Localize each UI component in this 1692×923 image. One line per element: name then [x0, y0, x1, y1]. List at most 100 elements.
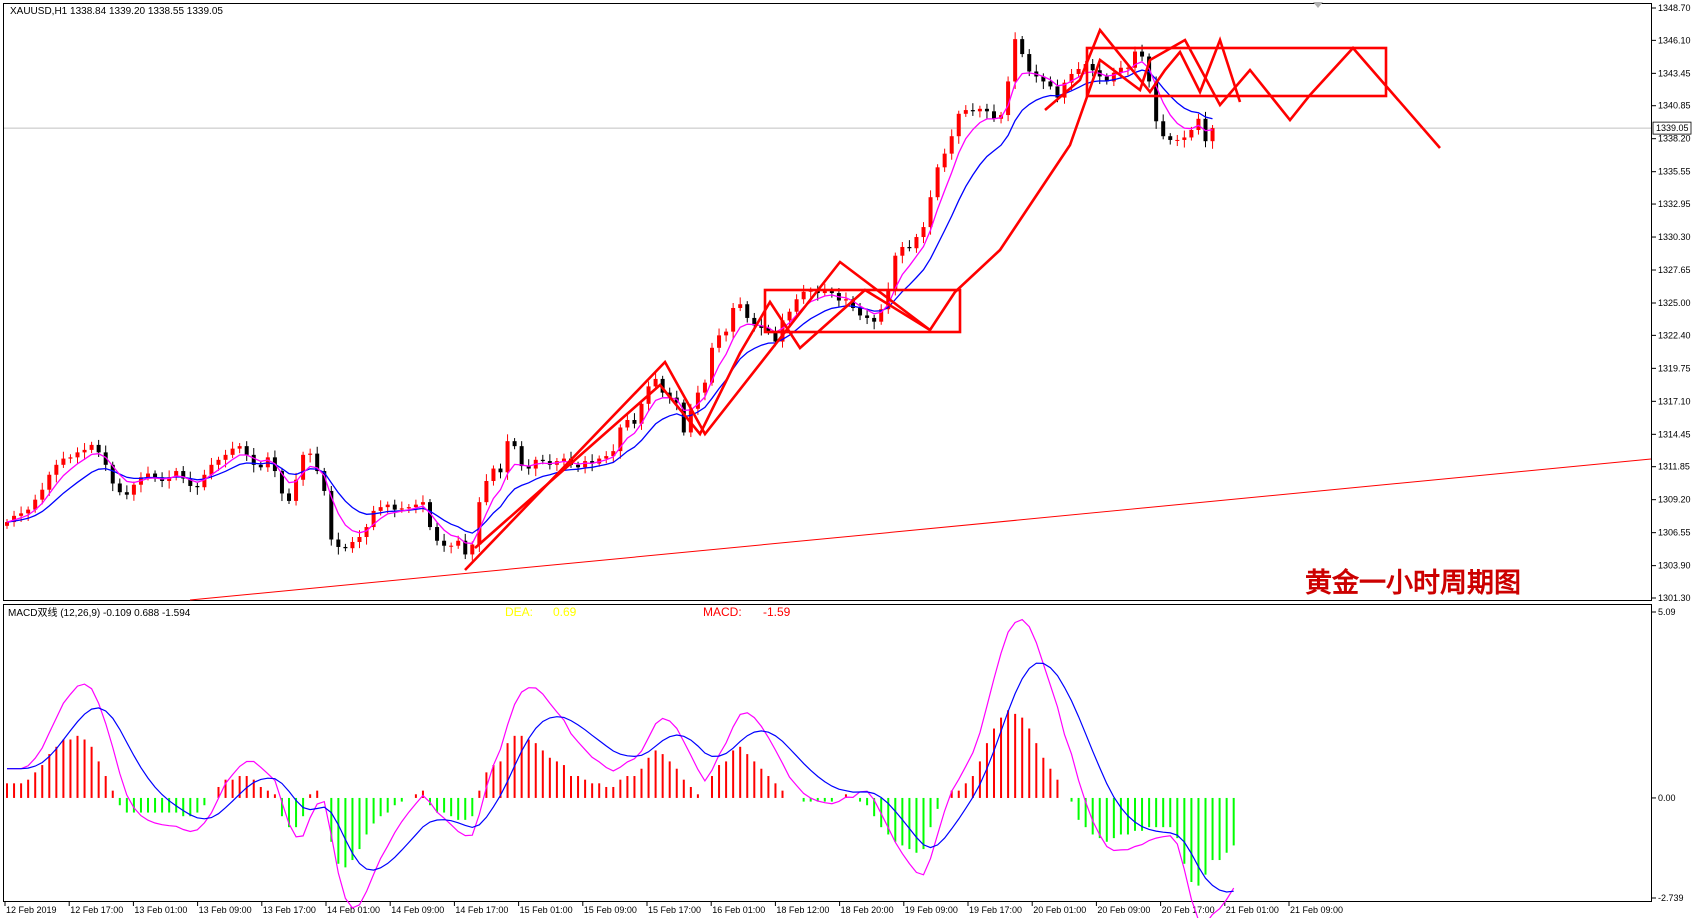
macd-indicator-title: MACD双线 (12,26,9) -0.109 0.688 -1.594 — [8, 606, 191, 619]
candle-body-down — [343, 546, 348, 549]
candle-body-up — [131, 484, 136, 495]
candle-body-down — [279, 471, 284, 494]
time-tick-label: 15 Feb 17:00 — [648, 905, 701, 915]
candle-body-down — [745, 304, 750, 318]
candle-body-up — [1182, 137, 1187, 140]
candle-body-up — [787, 311, 792, 321]
candle-body-down — [660, 378, 665, 393]
candle-body-up — [695, 392, 700, 409]
candle-body-up — [1175, 139, 1180, 141]
candle-body-down — [970, 110, 975, 112]
candle-body-up — [893, 255, 898, 290]
candle-body-up — [1006, 81, 1011, 116]
candle-body-up — [561, 458, 566, 462]
candle-body-down — [1161, 121, 1166, 137]
symbol-header: XAUUSD,H1 1338.84 1339.20 1338.55 1339.0… — [10, 6, 223, 17]
price-tick-label: 1311.85 — [1658, 462, 1690, 472]
candle-body-up — [1062, 82, 1067, 98]
candle-body-up — [33, 499, 38, 510]
candle-body-up — [491, 468, 496, 481]
candle-body-down — [1020, 39, 1025, 55]
macd-label: MACD: — [703, 605, 742, 619]
time-tick-label: 14 Feb 09:00 — [391, 905, 444, 915]
time-tick-label: 21 Feb 01:00 — [1226, 905, 1279, 915]
time-tick-label: 12 Feb 17:00 — [70, 905, 123, 915]
candle-body-up — [371, 510, 376, 528]
candle-body-down — [1048, 81, 1053, 87]
candle-body-up — [843, 299, 848, 301]
candle-body-down — [526, 466, 531, 469]
candle-body-down — [752, 317, 757, 326]
scroll-marker-icon[interactable] — [1313, 2, 1323, 8]
candle-body-down — [287, 493, 291, 501]
candle-body-up — [47, 474, 52, 490]
candle-body-down — [519, 446, 524, 467]
support-trendline — [189, 458, 1652, 601]
time-tick-label: 15 Feb 09:00 — [584, 905, 637, 915]
candle-body-down — [463, 540, 468, 555]
candle-body-down — [992, 111, 996, 119]
candle-body-down — [1090, 64, 1095, 71]
candle-body-down — [96, 444, 101, 453]
time-tick-label: 12 Feb 2019 — [6, 905, 57, 915]
dea-label: DEA: — [505, 605, 533, 619]
candle-body-up — [294, 479, 299, 501]
candle-body-up — [963, 110, 968, 114]
time-tick-label: 18 Feb 12:00 — [776, 905, 829, 915]
macd-panel-frame — [3, 604, 1652, 902]
candle-body-up — [40, 489, 45, 500]
candle-body-up — [956, 113, 961, 137]
consolidation-box-1 — [763, 288, 962, 334]
time-tick-label: 20 Feb 09:00 — [1097, 905, 1150, 915]
candle-body-down — [322, 471, 327, 491]
price-tick-label: 1335.55 — [1658, 167, 1691, 177]
candle-body-up — [1189, 129, 1194, 138]
pattern-drawings — [464, 27, 1441, 571]
candle-body-up — [12, 515, 17, 523]
candle-body-up — [914, 237, 919, 249]
candle-body-down — [428, 502, 432, 528]
price-panel-frame — [3, 3, 1652, 601]
price-tick-label: 1348.70 — [1658, 3, 1691, 13]
time-tick-label: 20 Feb 01:00 — [1033, 905, 1086, 915]
candle-body-down — [1041, 76, 1046, 82]
candle-body-up — [625, 420, 630, 428]
candle-body-up — [167, 477, 172, 481]
candle-body-up — [921, 227, 926, 238]
candle-body-up — [449, 545, 454, 547]
candle-body-up — [19, 513, 24, 516]
current-price-tag — [1652, 121, 1692, 135]
candle-body-down — [576, 464, 581, 468]
candle-body-up — [583, 461, 588, 468]
price-tick-label: 1340.85 — [1658, 101, 1691, 111]
candle-body-down — [907, 246, 912, 249]
candle-body-up — [935, 167, 940, 198]
candle-body-up — [26, 509, 31, 514]
candle-body-up — [54, 464, 59, 475]
candle-body-up — [301, 454, 306, 480]
ma-fast-line — [6, 61, 1213, 545]
candle-body-up — [879, 309, 884, 322]
candle-body-up — [738, 304, 743, 308]
price-tick-label: 1306.55 — [1658, 528, 1691, 538]
candle-body-up — [61, 458, 66, 465]
candle-body-up — [505, 441, 510, 473]
candle-body-up — [717, 335, 722, 348]
candle-body-up — [82, 449, 87, 453]
macd-tick-label: 5.09 — [1658, 607, 1676, 617]
candle-body-down — [392, 504, 397, 510]
dea-line — [7, 662, 1234, 893]
candle-body-down — [1168, 136, 1173, 140]
candle-body-up — [1118, 67, 1123, 73]
candle-body-down — [1055, 86, 1060, 98]
time-tick-label: 15 Feb 01:00 — [520, 905, 573, 915]
candle-body-up — [794, 299, 799, 312]
time-tick-label: 18 Feb 20:00 — [841, 905, 894, 915]
candle-body-up — [378, 507, 383, 511]
macd-tick-label: -2.739 — [1658, 893, 1684, 903]
candle-body-up — [1133, 51, 1137, 68]
time-tick-label: 13 Feb 01:00 — [134, 905, 187, 915]
macd-axis: 5.09 0.00 -2.739 — [1651, 607, 1684, 903]
